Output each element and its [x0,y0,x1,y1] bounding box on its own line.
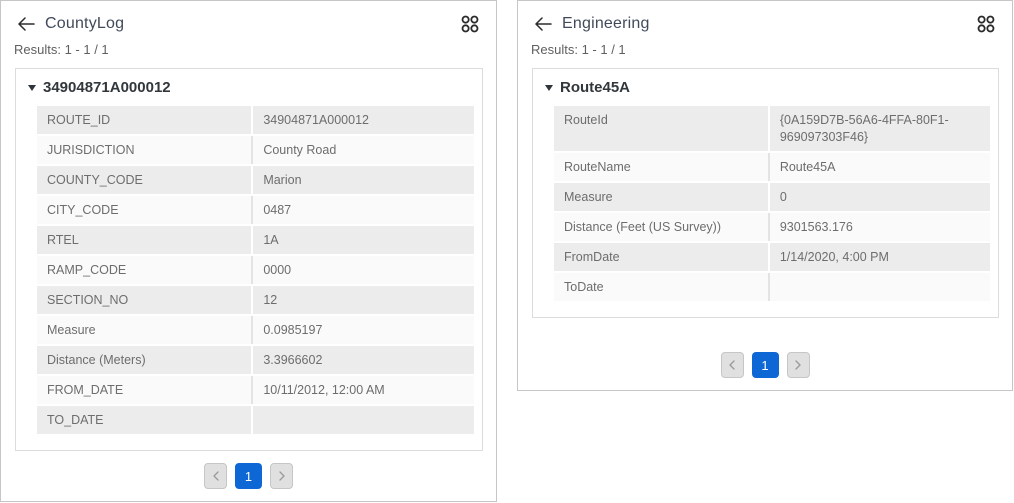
table-row: Distance (Feet (US Survey)) 9301563.176 [554,213,990,243]
attribute-label: FROM_DATE [37,376,254,404]
chevron-left-icon [212,471,220,481]
pagination-page-button[interactable]: 1 [751,352,779,378]
attribute-value: 0000 [263,263,292,277]
attribute-value: 3.3966602 [263,353,323,367]
results-count: Results: 1 - 1 / 1 [531,42,626,57]
attribute-label: FromDate [554,243,770,271]
back-button[interactable] [533,14,553,34]
table-row: ToDate [554,273,990,303]
feature-collapse-header[interactable]: 34904871A000012 [28,79,474,97]
panel-header: CountyLog [1,1,496,34]
attribute-table: RouteId {0A159D7B-56A6-4FFA-80F1-96909730… [554,106,990,303]
attribute-value: 10/11/2012, 12:00 AM [263,383,385,397]
attribute-table: ROUTE_ID 34904871A000012 JURISDICTION Coun… [37,106,474,436]
attribute-label: ROUTE_ID [37,106,254,134]
chevron-left-icon [728,360,736,370]
page-title: Engineering [562,15,650,32]
chevron-right-icon [278,471,286,481]
table-row: CITY_CODE 0487 [37,196,474,226]
attribute-label: RouteName [554,153,770,181]
attribute-label: TO_DATE [37,406,254,434]
table-row: COUNTY_CODE Marion [37,166,474,196]
results-count: Results: 1 - 1 / 1 [14,42,109,57]
attribute-label: COUNTY_CODE [37,166,254,194]
attribute-label: Measure [554,183,770,211]
pagination-prev-button[interactable] [204,463,227,489]
attribute-value: {0A159D7B-56A6-4FFA-80F1-969097303F46} [779,113,949,144]
attribute-label: ToDate [554,273,770,301]
attribute-value: Route45A [779,160,836,174]
panel-engineering: Engineering Results: 1 - 1 / 1 Route45A … [517,0,1013,391]
attribute-value: 12 [263,293,278,307]
feature-title: 34904871A000012 [43,79,171,96]
panel-countylog: CountyLog Results: 1 - 1 / 1 34904871A00… [0,0,497,502]
feature-card: Route45A RouteId {0A159D7B-56A6-4FFA-80F1… [532,68,999,318]
table-row: JURISDICTION County Road [37,136,474,166]
attribute-label: SECTION_NO [37,286,254,314]
attribute-label: RouteId [554,106,770,151]
back-button[interactable] [16,14,36,34]
attribute-value: 0487 [263,203,292,217]
triangle-down-icon [28,85,36,91]
feature-title: Route45A [560,79,631,96]
arrow-left-icon [534,17,552,31]
pagination-next-button[interactable] [786,352,810,378]
attribute-value: 0 [779,190,787,204]
panel-header: Engineering [518,1,1012,34]
chevron-right-icon [794,360,802,370]
table-row: Distance (Meters) 3.3966602 [37,346,474,376]
pagination: 1 [518,352,1012,378]
attribute-label: JURISDICTION [37,136,254,164]
table-row: SECTION_NO 12 [37,286,474,316]
table-row: TO_DATE [37,406,474,436]
attribute-label: Distance (Meters) [37,346,254,374]
arrow-left-icon [17,17,35,31]
triangle-down-icon [545,85,553,91]
table-row: FromDate 1/14/2020, 4:00 PM [554,243,990,273]
table-row: RouteName Route45A [554,153,990,183]
attribute-value [770,273,990,301]
feature-collapse-header[interactable]: Route45A [545,79,990,97]
table-row: RouteId {0A159D7B-56A6-4FFA-80F1-96909730… [554,106,990,153]
attribute-value: Marion [263,173,302,187]
pagination-next-button[interactable] [270,463,293,489]
table-row: FROM_DATE 10/11/2012, 12:00 AM [37,376,474,406]
attribute-value: 34904871A000012 [263,113,369,127]
pagination-page-button[interactable]: 1 [235,463,262,489]
pagination-prev-button[interactable] [720,352,744,378]
attribute-value: County Road [263,143,337,157]
table-row: RTEL 1A [37,226,474,256]
grid-of-circles-icon [977,15,995,33]
table-row: Measure 0 [554,183,990,213]
attribute-label: CITY_CODE [37,196,254,224]
attribute-label: Measure [37,316,254,344]
table-row: RAMP_CODE 0000 [37,256,474,286]
attribute-value: 1A [263,233,279,247]
feature-card: 34904871A000012 ROUTE_ID 34904871A000012 … [15,68,483,451]
attribute-label: Distance (Feet (US Survey)) [554,213,770,241]
page-title: CountyLog [45,15,125,32]
pagination: 1 [1,463,496,489]
attribute-value: 9301563.176 [779,220,853,234]
attribute-value: 1/14/2020, 4:00 PM [779,250,889,264]
grid-view-button[interactable] [976,14,996,34]
grid-of-circles-icon [461,15,479,33]
attribute-label: RAMP_CODE [37,256,254,284]
grid-view-button[interactable] [460,14,480,34]
attribute-value: 0.0985197 [263,323,323,337]
table-row: ROUTE_ID 34904871A000012 [37,106,474,136]
attribute-value [253,406,474,434]
attribute-label: RTEL [37,226,254,254]
table-row: Measure 0.0985197 [37,316,474,346]
